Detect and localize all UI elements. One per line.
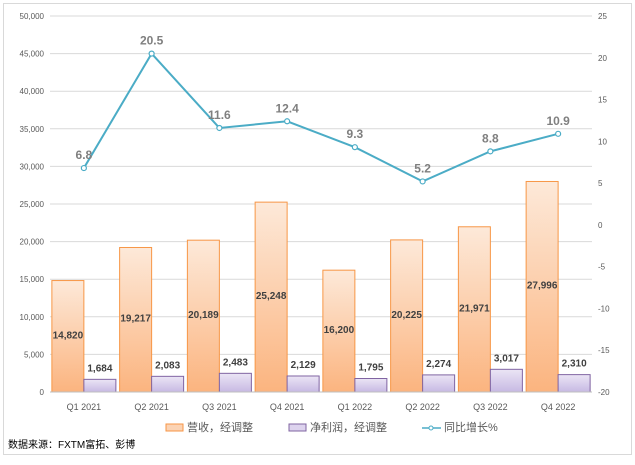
growth-label: 5.2 (414, 161, 431, 175)
x-tick: Q3 2022 (473, 402, 508, 412)
y-right-tick: 0 (598, 221, 603, 230)
growth-label: 11.6 (208, 108, 231, 122)
growth-point (555, 130, 562, 137)
y-right-tick: 10 (598, 137, 607, 146)
net-profit-label: 2,483 (223, 357, 248, 368)
x-tick: Q2 2022 (405, 402, 440, 412)
y-left-tick: 5,000 (24, 350, 45, 359)
x-tick: Q4 2021 (270, 402, 305, 412)
revenue-label: 25,248 (256, 291, 287, 302)
revenue-label: 27,996 (527, 281, 558, 292)
legend-growth: 同比增长% (444, 420, 498, 434)
growth-label: 20.5 (140, 34, 164, 48)
net-profit-label: 2,310 (562, 359, 587, 370)
net-profit-bar (354, 378, 388, 393)
net-profit-bar (557, 374, 591, 393)
y-left-tick: 0 (40, 388, 45, 397)
revenue-label: 19,217 (120, 314, 151, 325)
revenue-label: 14,820 (53, 330, 84, 341)
legend-growth-marker (428, 425, 434, 431)
growth-label: 8.8 (482, 131, 499, 145)
y-right-tick: -10 (598, 304, 610, 313)
y-right-tick: 25 (598, 12, 607, 21)
chart-frame (3, 3, 632, 455)
y-right-tick: -20 (598, 388, 610, 397)
net-profit-bar (218, 372, 252, 393)
net-profit-label: 1,795 (358, 363, 383, 374)
revenue-bar (254, 201, 288, 393)
growth-label: 9.3 (347, 127, 364, 141)
revenue-bar (457, 226, 491, 393)
y-right-tick: 15 (598, 96, 607, 105)
growth-label: 6.8 (76, 148, 93, 162)
y-right-tick: -5 (598, 263, 606, 272)
y-left-tick: 40,000 (20, 87, 45, 96)
net-profit-bar (83, 378, 117, 393)
growth-point (216, 124, 223, 132)
net-profit-label: 2,083 (155, 360, 180, 371)
growth-label: 12.4 (275, 101, 299, 115)
revenue-label: 20,189 (188, 310, 219, 321)
y-right-tick: 5 (598, 179, 603, 188)
x-tick: Q3 2021 (202, 402, 237, 412)
revenue-label: 16,200 (324, 325, 355, 336)
legend-revenue: 营收，经调整 (187, 420, 253, 434)
revenue-bar (186, 239, 220, 393)
revenue-label: 20,225 (391, 310, 422, 321)
net-profit-bar (151, 375, 185, 393)
y-left-tick: 45,000 (20, 50, 45, 59)
net-profit-label: 2,274 (426, 359, 451, 370)
legend-profit-swatch (288, 423, 307, 432)
legend-profit: 净利润，经调整 (310, 420, 387, 434)
y-right-tick: -15 (598, 346, 610, 355)
net-profit-bar (489, 368, 523, 393)
y-left-tick: 10,000 (20, 313, 45, 322)
growth-point (487, 148, 494, 155)
y-left-tick: 15,000 (20, 275, 45, 284)
y-left-tick: 25,000 (20, 200, 45, 209)
net-profit-bar (422, 374, 456, 393)
y-left-tick: 30,000 (20, 162, 45, 171)
legend-revenue-swatch (165, 423, 184, 432)
x-tick: Q1 2021 (67, 402, 102, 412)
growth-label: 10.9 (546, 114, 570, 128)
y-left-tick: 50,000 (20, 12, 45, 21)
growth-point (80, 164, 87, 172)
growth-line (83, 51, 559, 183)
y-left-tick: 20,000 (20, 238, 45, 247)
growth-point (419, 178, 426, 185)
x-tick: Q2 2021 (134, 402, 169, 412)
revenue-bar (390, 239, 424, 393)
growth-point (148, 50, 155, 57)
x-tick: Q1 2022 (338, 402, 373, 412)
net-profit-label: 2,129 (291, 360, 316, 371)
net-profit-bar (286, 375, 320, 393)
net-profit-label: 3,017 (494, 353, 519, 364)
revenue-bar (322, 269, 356, 393)
revenue-bar (119, 246, 153, 393)
y-right-tick: 20 (598, 54, 607, 63)
revenue-label: 21,971 (459, 303, 490, 314)
x-tick: Q4 2022 (541, 402, 576, 412)
y-left-tick: 35,000 (20, 125, 45, 134)
net-profit-label: 1,684 (87, 363, 112, 374)
growth-point (284, 118, 291, 125)
growth-point (351, 144, 358, 151)
source-note: 数据来源：FXTM富拓、彭博 (8, 440, 136, 451)
